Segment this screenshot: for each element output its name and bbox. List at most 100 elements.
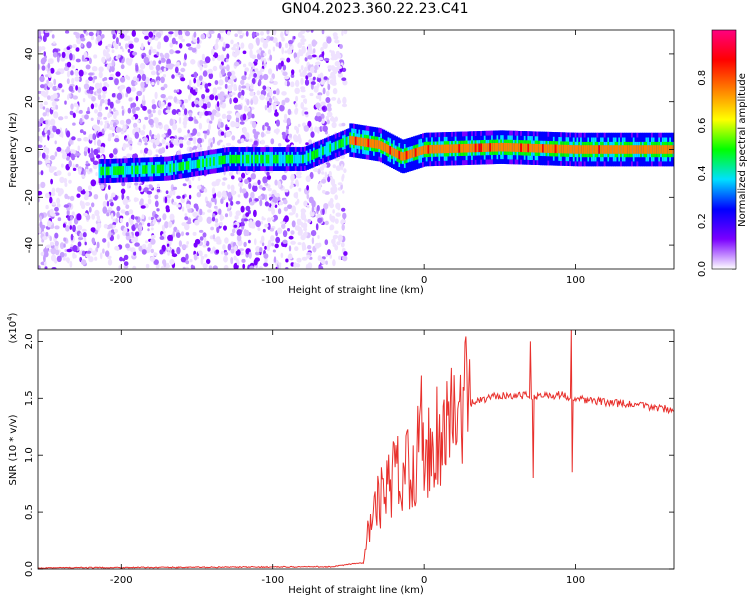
noise-speckle [88, 185, 92, 191]
noise-speckle [76, 36, 82, 45]
noise-speckle [64, 100, 67, 105]
noise-speckle [211, 216, 216, 222]
noise-speckle [203, 188, 208, 193]
noise-speckle [280, 221, 286, 225]
ridge-band [476, 143, 480, 153]
noise-speckle [245, 212, 250, 217]
noise-speckle [338, 255, 342, 260]
ridge-band [612, 145, 616, 154]
noise-speckle [331, 183, 337, 187]
noise-speckle [263, 58, 267, 64]
noise-speckle [170, 184, 174, 192]
noise-speckle [72, 44, 77, 49]
noise-speckle [97, 94, 102, 100]
noise-speckle [127, 48, 131, 53]
noise-speckle [110, 65, 115, 73]
noise-speckle [255, 245, 261, 253]
noise-speckle [160, 86, 165, 91]
noise-speckle [215, 112, 221, 118]
noise-speckle [89, 89, 94, 95]
ridge-band [124, 166, 128, 175]
noise-speckle [157, 80, 160, 86]
noise-speckle [240, 79, 245, 85]
noise-speckle [181, 244, 187, 250]
colorbar-label: Normalized spectral amplitude [737, 73, 748, 227]
ridge-band [122, 166, 126, 175]
noise-speckle [99, 82, 103, 90]
noise-speckle [188, 137, 194, 141]
colorbar-tick-label: 0.4 [697, 165, 708, 181]
noise-speckle [46, 244, 51, 249]
noise-speckle [274, 243, 279, 249]
noise-speckle [199, 236, 204, 241]
noise-speckle [301, 35, 305, 39]
noise-speckle [236, 44, 240, 50]
noise-speckle [108, 126, 114, 131]
noise-speckle [224, 237, 229, 244]
noise-speckle [70, 149, 76, 155]
noise-speckle [281, 223, 286, 229]
noise-speckle [271, 207, 276, 215]
noise-speckle [130, 214, 135, 221]
noise-speckle [61, 163, 64, 168]
noise-speckle [172, 186, 178, 190]
noise-speckle [133, 197, 139, 202]
noise-speckle [54, 240, 59, 247]
noise-speckle [102, 86, 108, 92]
noise-speckle [78, 69, 84, 77]
top-ytick-label: -40 [24, 237, 35, 253]
noise-speckle [142, 124, 146, 130]
noise-speckle [295, 95, 299, 102]
noise-speckle [159, 52, 163, 57]
noise-speckle [155, 149, 159, 153]
noise-speckle [271, 242, 274, 247]
noise-speckle [131, 30, 136, 37]
noise-speckle [302, 222, 308, 230]
noise-speckle [280, 31, 284, 39]
noise-speckle [43, 51, 46, 57]
noise-speckle [293, 192, 298, 199]
noise-speckle [321, 178, 327, 184]
noise-speckle [63, 237, 67, 242]
ridge-band [125, 165, 129, 175]
noise-speckle [89, 86, 95, 91]
ridge-band [661, 145, 666, 154]
ridge-band [456, 144, 460, 153]
noise-speckle [234, 48, 240, 56]
noise-speckle [316, 55, 319, 61]
noise-speckle [314, 69, 317, 74]
noise-speckle [341, 122, 346, 127]
noise-speckle [281, 91, 287, 96]
noise-speckle [282, 64, 287, 71]
noise-speckle [193, 203, 199, 209]
noise-speckle [282, 71, 288, 76]
noise-speckle [181, 206, 185, 212]
ridge-band [356, 136, 360, 146]
ridge-band [347, 136, 351, 145]
noise-speckle [69, 225, 73, 230]
ridge-band [316, 149, 320, 158]
noise-speckle [306, 193, 310, 200]
noise-speckle [132, 76, 138, 82]
noise-speckle [245, 132, 250, 140]
noise-speckle [211, 109, 217, 116]
ridge-band [563, 144, 567, 154]
ridge-band [374, 139, 378, 149]
noise-speckle [341, 207, 346, 212]
noise-speckle [56, 170, 62, 176]
noise-speckle [138, 224, 143, 232]
noise-speckle [38, 197, 41, 203]
noise-speckle [103, 116, 107, 120]
ridge-band [627, 145, 631, 154]
noise-speckle [122, 124, 126, 132]
noise-speckle [38, 120, 41, 128]
noise-speckle [63, 204, 70, 208]
ridge-band [269, 154, 273, 164]
noise-speckle [272, 249, 276, 253]
ridge-band [294, 154, 298, 164]
noise-speckle [158, 122, 162, 126]
noise-speckle [300, 234, 306, 241]
ridge-band [169, 163, 173, 173]
noise-speckle [290, 240, 296, 245]
noise-speckle [223, 255, 228, 263]
